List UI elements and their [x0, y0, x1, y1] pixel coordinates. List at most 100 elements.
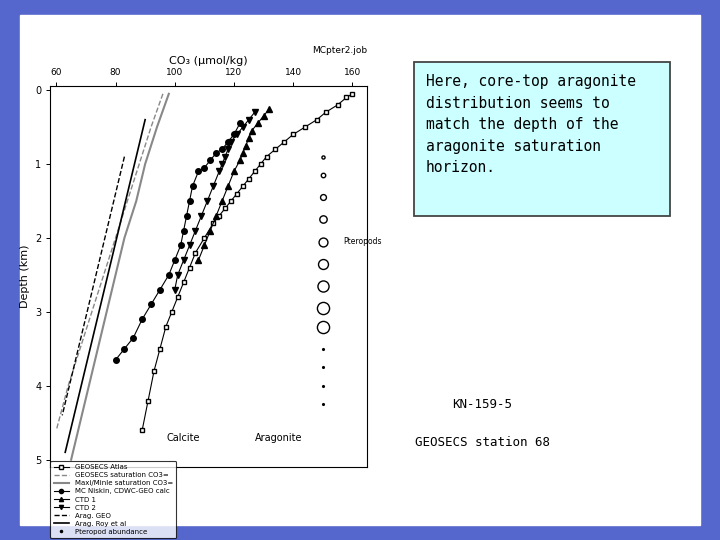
MC Niskin, CDWC-GEO calc: [176, 242, 185, 248]
GEOSECS Atlas: [227, 198, 235, 204]
Line: CTD 1: CTD 1: [196, 106, 272, 263]
Arag. Roy et al: [114, 227, 123, 234]
MC Niskin, CDWC-GEO calc: [164, 272, 173, 278]
GEOSECS Atlas: [348, 91, 356, 97]
Maxi/Minle saturation CO3=: [120, 235, 129, 241]
MC Niskin, CDWC-GEO calc: [156, 286, 164, 293]
CTD 1: [265, 105, 274, 112]
Line: GEOSECS Atlas: GEOSECS Atlas: [140, 92, 354, 432]
GEOSECS saturation CO3=: [76, 346, 84, 352]
GEOSECS saturation CO3=: [123, 198, 132, 204]
CTD 2: [227, 139, 235, 145]
CTD 1: [224, 183, 233, 190]
CTD 2: [179, 257, 188, 264]
MC Niskin, CDWC-GEO calc: [129, 334, 138, 341]
GEOSECS Atlas: [221, 205, 230, 212]
GEOSECS saturation CO3=: [135, 161, 143, 167]
Line: Arag. GEO: Arag. GEO: [62, 157, 125, 415]
Arag. Roy et al: [88, 338, 96, 345]
MC Niskin, CDWC-GEO calc: [111, 357, 120, 363]
CTD 1: [206, 227, 215, 234]
CTD 1: [238, 150, 247, 156]
GEOSECS Atlas: [256, 161, 265, 167]
GEOSECS Atlas: [150, 368, 158, 374]
Arag. GEO: [94, 264, 102, 271]
Maxi/Minle saturation CO3=: [111, 272, 120, 278]
Maxi/Minle saturation CO3=: [164, 91, 173, 97]
CTD 2: [221, 153, 230, 160]
Legend: GEOSECS Atlas, GEOSECS saturation CO3=, Maxi/Minle saturation CO3=, MC Niskin, C: GEOSECS Atlas, GEOSECS saturation CO3=, …: [50, 461, 176, 538]
CTD 2: [197, 213, 206, 219]
Arag. Roy et al: [61, 449, 70, 456]
MC Niskin, CDWC-GEO calc: [185, 198, 194, 204]
GEOSECS Atlas: [342, 94, 351, 101]
CTD 1: [212, 213, 220, 219]
GEOSECS Atlas: [161, 323, 170, 330]
GEOSECS Atlas: [215, 213, 223, 219]
GEOSECS Atlas: [333, 102, 342, 108]
GEOSECS Atlas: [156, 346, 164, 352]
GEOSECS Atlas: [233, 190, 241, 197]
GEOSECS Atlas: [289, 131, 297, 138]
X-axis label: CO₃ (μmol/kg): CO₃ (μmol/kg): [169, 56, 248, 66]
MC Niskin, CDWC-GEO calc: [182, 213, 191, 219]
GEOSECS Atlas: [280, 139, 289, 145]
CTD 1: [245, 135, 253, 141]
CTD 2: [251, 109, 259, 116]
GEOSECS Atlas: [251, 168, 259, 174]
Line: MC Niskin, CDWC-GEO calc: MC Niskin, CDWC-GEO calc: [113, 120, 243, 363]
GEOSECS Atlas: [301, 124, 310, 130]
CTD 2: [171, 286, 179, 293]
CTD 1: [194, 257, 203, 264]
GEOSECS saturation CO3=: [64, 382, 73, 389]
MC Niskin, CDWC-GEO calc: [230, 131, 238, 138]
Arag. Roy et al: [78, 375, 87, 382]
Arag. GEO: [111, 190, 120, 197]
MC Niskin, CDWC-GEO calc: [206, 157, 215, 164]
GEOSECS Atlas: [185, 264, 194, 271]
GEOSECS Atlas: [262, 153, 271, 160]
Arag. GEO: [67, 375, 76, 382]
CTD 2: [203, 198, 212, 204]
MC Niskin, CDWC-GEO calc: [188, 183, 197, 190]
MC Niskin, CDWC-GEO calc: [147, 301, 156, 308]
Text: MCpter2.job: MCpter2.job: [312, 46, 367, 56]
MC Niskin, CDWC-GEO calc: [224, 139, 233, 145]
Maxi/Minle saturation CO3=: [102, 309, 111, 315]
GEOSECS saturation CO3=: [99, 272, 108, 278]
CTD 2: [233, 131, 241, 138]
GEOSECS Atlas: [191, 249, 199, 256]
MC Niskin, CDWC-GEO calc: [120, 346, 129, 352]
Arag. GEO: [102, 227, 111, 234]
Maxi/Minle saturation CO3=: [153, 124, 161, 130]
Line: Arag. Roy et al: Arag. Roy et al: [66, 120, 145, 453]
GEOSECS Atlas: [179, 279, 188, 286]
MC Niskin, CDWC-GEO calc: [138, 316, 146, 322]
GEOSECS Atlas: [238, 183, 247, 190]
CTD 1: [235, 157, 244, 164]
CTD 2: [215, 168, 223, 174]
CTD 1: [248, 127, 256, 134]
CTD 2: [209, 183, 217, 190]
CTD 1: [230, 168, 238, 174]
Arag. GEO: [120, 153, 129, 160]
CTD 2: [191, 227, 199, 234]
CTD 2: [245, 117, 253, 123]
Arag. Roy et al: [70, 412, 78, 418]
Text: Here, core-top aragonite
distribution seems to
match the depth of the
aragonite : Here, core-top aragonite distribution se…: [426, 74, 636, 176]
Arag. GEO: [58, 412, 66, 418]
GEOSECS Atlas: [209, 220, 217, 226]
MC Niskin, CDWC-GEO calc: [200, 165, 209, 171]
Bar: [414, 62, 670, 216]
CTD 2: [185, 242, 194, 248]
Text: Calcite: Calcite: [167, 433, 200, 443]
Maxi/Minle saturation CO3=: [132, 198, 140, 204]
CTD 1: [259, 113, 268, 119]
Text: GEOSECS station 68: GEOSECS station 68: [415, 435, 550, 449]
GEOSECS Atlas: [321, 109, 330, 116]
Arag. Roy et al: [123, 190, 132, 197]
Arag. GEO: [84, 301, 93, 308]
Arag. Roy et al: [96, 301, 105, 308]
Line: GEOSECS saturation CO3=: GEOSECS saturation CO3=: [56, 94, 163, 430]
GEOSECS Atlas: [138, 427, 146, 434]
